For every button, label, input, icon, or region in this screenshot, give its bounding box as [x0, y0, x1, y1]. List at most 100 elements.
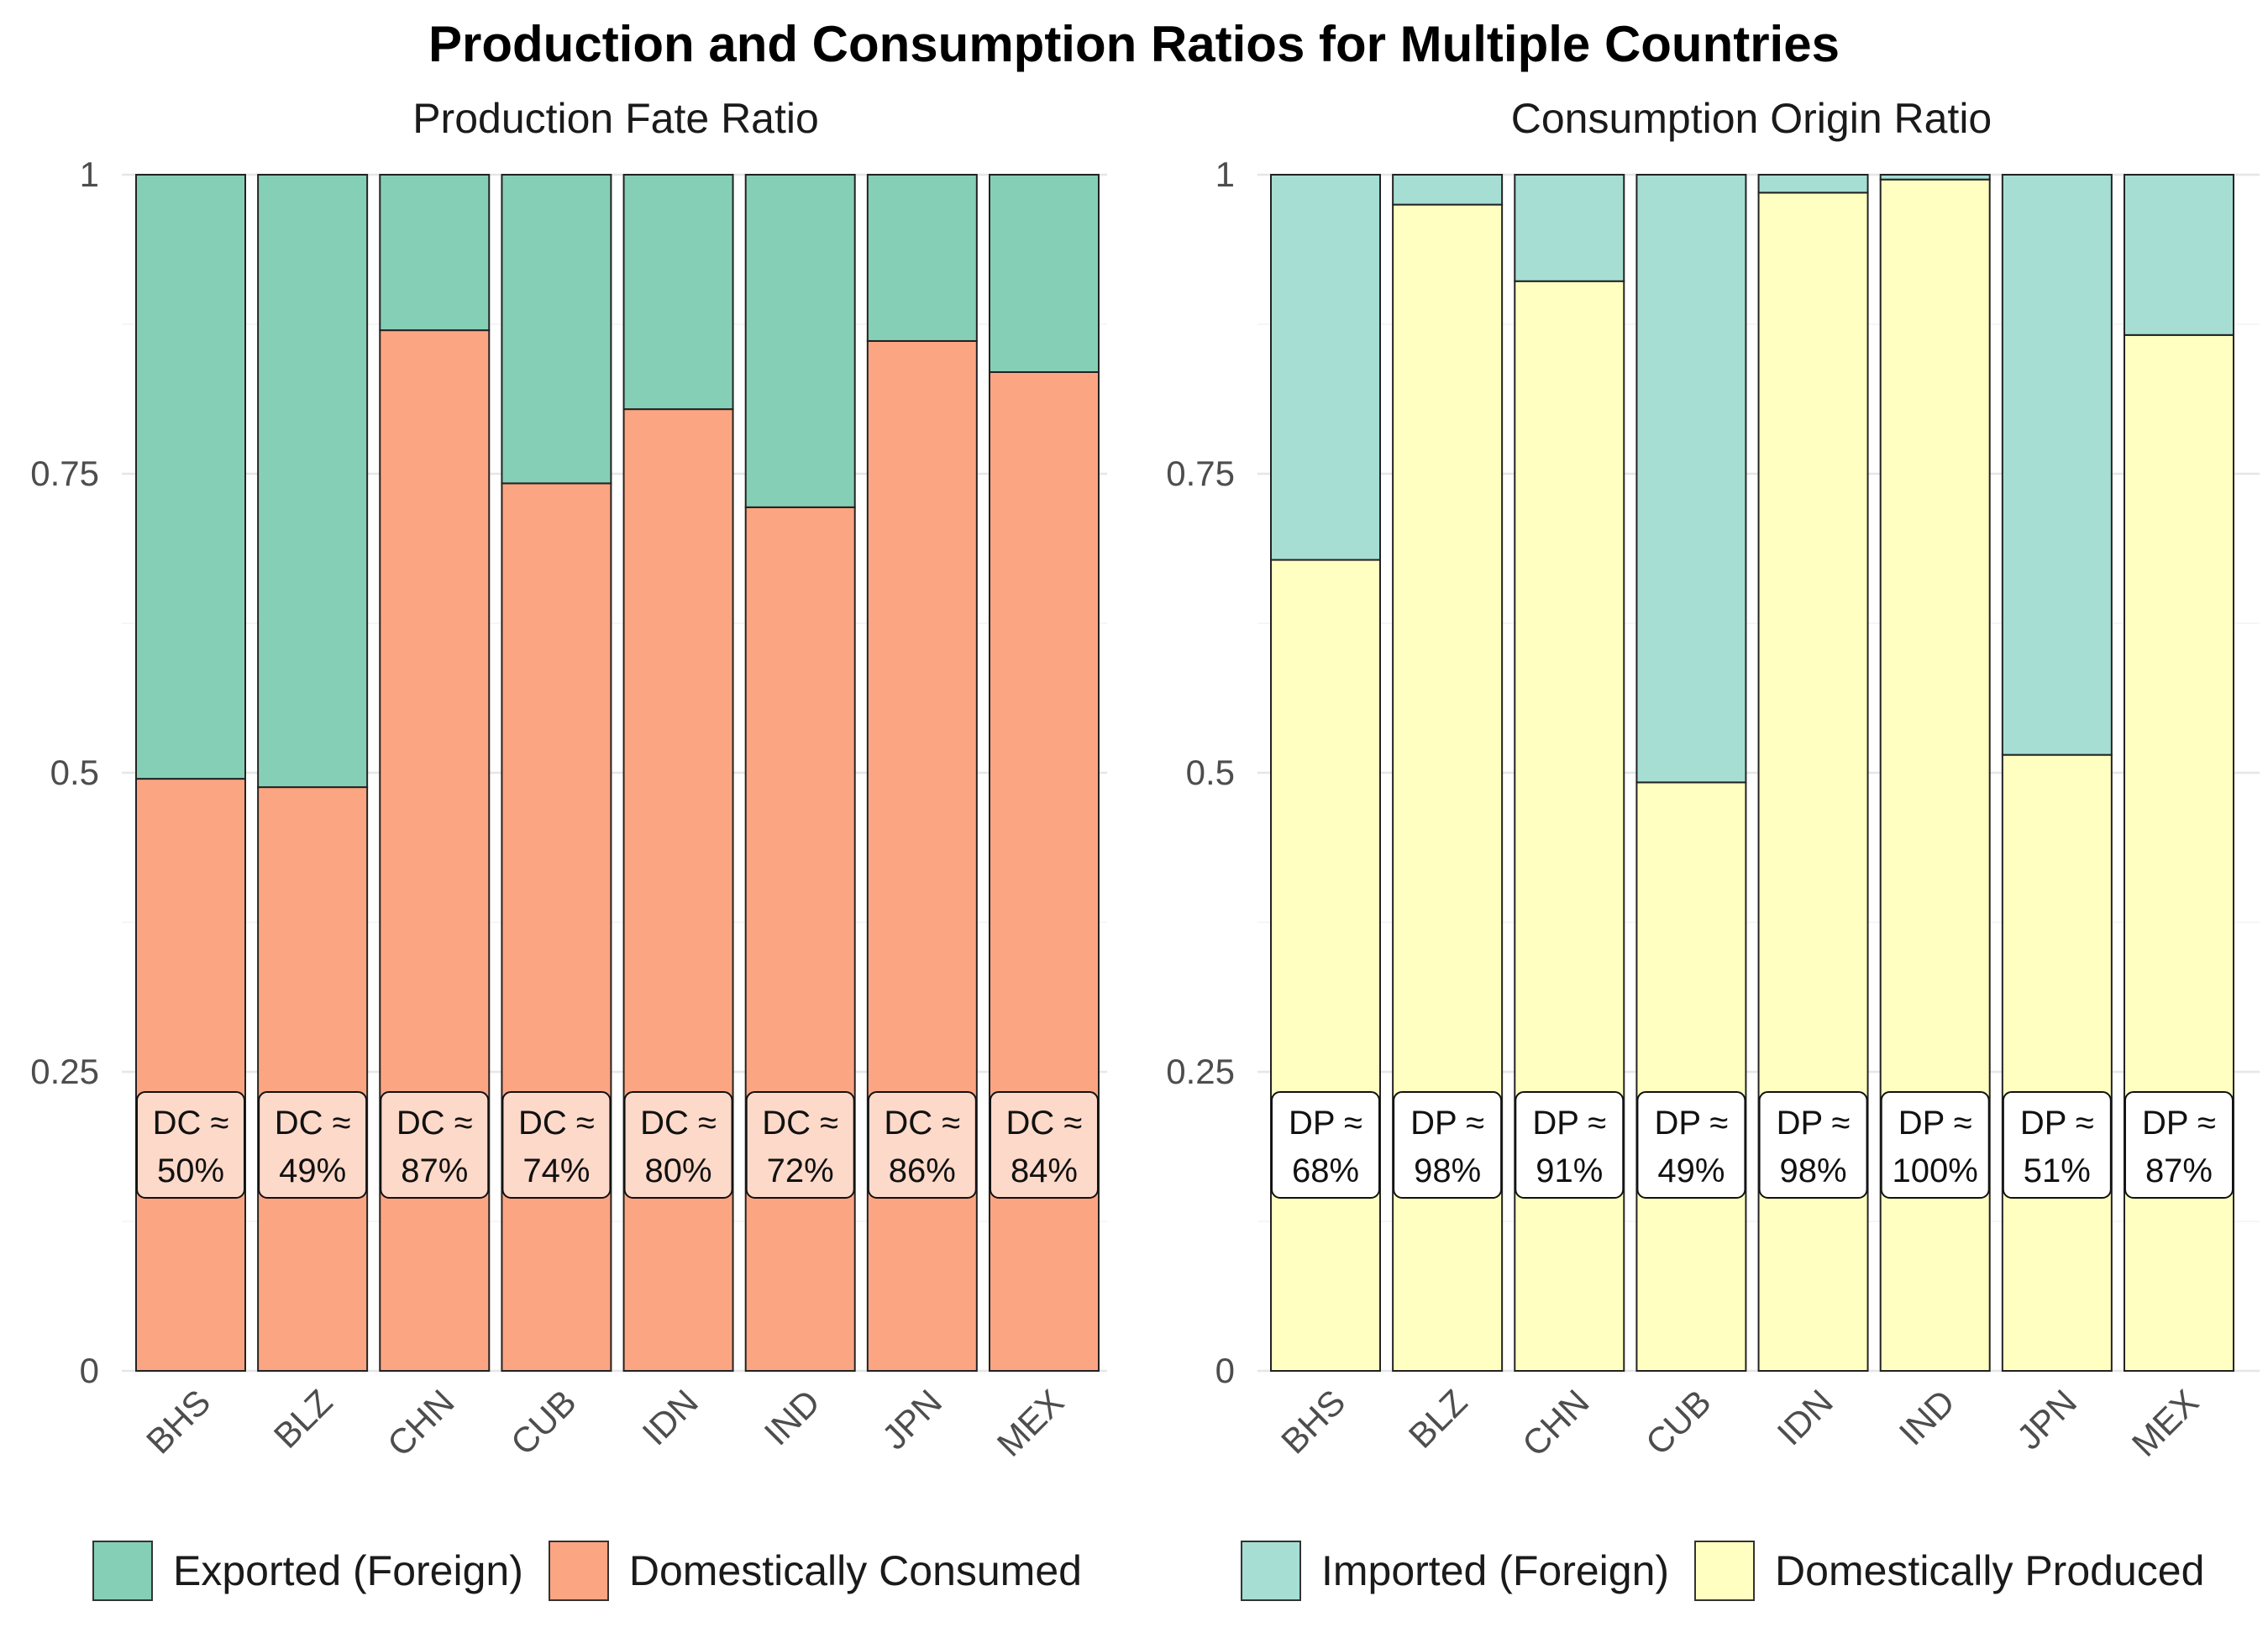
x-tick-label: CHN	[1515, 1382, 1597, 1464]
bar-imported-foreign-idn	[1757, 174, 1869, 194]
bar-exported-foreign-jpn	[866, 174, 978, 342]
data-label-value: 87%	[2145, 1152, 2213, 1189]
data-label-box	[1515, 1091, 1625, 1199]
bar-imported-foreign-mex	[2123, 174, 2234, 336]
data-label-box	[1271, 1091, 1380, 1199]
x-tick-label: IDN	[1770, 1382, 1840, 1452]
y-tick-label: 1	[80, 155, 99, 194]
data-label-value: 49%	[1657, 1152, 1725, 1189]
bar-imported-foreign-ind	[1879, 174, 1991, 181]
legend-swatch-imported	[1241, 1541, 1301, 1601]
chart-title: Production and Consumption Ratios for Mu…	[428, 16, 1840, 72]
data-label-box	[867, 1091, 977, 1199]
data-label-value: 74%	[522, 1152, 590, 1189]
data-label-box	[2002, 1091, 2112, 1199]
y-tick-label: 0.5	[1186, 753, 1235, 792]
data-label-value: 68%	[1292, 1152, 1359, 1189]
panel-consumption-origin: Consumption Origin Ratio 0 0.25 0.5 0.75 1 DP …	[1166, 95, 2260, 1464]
bar-domestically-produced-bhs	[1270, 559, 1381, 1372]
bar-domestically-consumed-chn	[379, 329, 491, 1372]
legend-production: Exported (Foreign) Domestically Consumed	[92, 1537, 1107, 1604]
y-tick-label: 1	[1215, 155, 1235, 194]
y-tick-label: 0.25	[30, 1052, 99, 1091]
data-label-prefix: DC ≈	[153, 1105, 229, 1142]
data-label-value: 80%	[645, 1152, 712, 1189]
data-label-prefix: DC ≈	[396, 1105, 473, 1142]
y-tick-label: 0.75	[1166, 454, 1235, 493]
x-tick-label: IND	[757, 1382, 827, 1452]
bar-domestically-consumed-cub	[501, 482, 612, 1373]
legend-label-domestically-consumed: Domestically Consumed	[628, 1547, 1082, 1594]
data-label-value: 87%	[401, 1152, 468, 1189]
legend-item-imported: Imported (Foreign)	[1241, 1541, 1669, 1601]
bar-exported-foreign-ind	[744, 174, 856, 508]
bar-domestically-consumed-ind	[744, 506, 856, 1373]
x-tick-label: JPN	[874, 1382, 949, 1457]
x-tick-label: CUB	[1638, 1382, 1719, 1462]
y-tick-label: 0.25	[1166, 1052, 1235, 1091]
legend-item-domestically-produced: Domestically Produced	[1694, 1541, 2204, 1601]
bar-domestically-consumed-blz	[257, 786, 369, 1372]
data-label-prefix: DP ≈	[1898, 1105, 1972, 1142]
data-label-value: 98%	[1780, 1152, 1847, 1189]
data-label-prefix: DP ≈	[1532, 1105, 1606, 1142]
y-tick-label: 0.75	[30, 454, 99, 493]
bar-domestically-consumed-jpn	[866, 339, 978, 1372]
data-label-box	[2124, 1091, 2234, 1199]
bar-domestically-consumed-idn	[622, 408, 734, 1372]
data-label-box	[1758, 1091, 1868, 1199]
bar-imported-foreign-cub	[1635, 174, 1747, 784]
data-label-box	[136, 1091, 245, 1199]
data-label-prefix: DP ≈	[1289, 1105, 1362, 1142]
y-tick-label: 0	[80, 1351, 99, 1390]
bar-exported-foreign-idn	[622, 174, 734, 411]
data-label-box	[1880, 1091, 1990, 1199]
x-tick-label: MEX	[990, 1382, 1072, 1464]
x-tick-label: BLZ	[266, 1382, 340, 1456]
x-tick-label: IND	[1892, 1382, 1962, 1452]
bar-domestically-produced-chn	[1514, 280, 1625, 1373]
data-label-prefix: DC ≈	[762, 1105, 838, 1142]
data-label-box	[501, 1091, 612, 1199]
x-tick-label: CHN	[380, 1382, 462, 1464]
bar-imported-foreign-jpn	[2001, 174, 2113, 756]
bar-domestically-consumed-bhs	[135, 778, 246, 1372]
bar-exported-foreign-bhs	[135, 174, 246, 780]
legend-swatch-exported	[92, 1541, 153, 1601]
bar-exported-foreign-chn	[379, 174, 491, 332]
legend-label-imported: Imported (Foreign)	[1321, 1547, 1670, 1594]
x-tick-label: IDN	[635, 1382, 706, 1452]
bar-imported-foreign-bhs	[1270, 174, 1381, 561]
bar-imported-foreign-chn	[1514, 174, 1625, 282]
data-label-value: 50%	[157, 1152, 224, 1189]
data-label-value: 98%	[1414, 1152, 1481, 1189]
bar-imported-foreign-blz	[1392, 174, 1504, 206]
data-label-value: 49%	[279, 1152, 346, 1189]
legend-label-exported: Exported (Foreign)	[173, 1547, 523, 1594]
data-label-prefix: DC ≈	[518, 1105, 595, 1142]
data-label-value: 86%	[889, 1152, 956, 1189]
data-label-prefix: DP ≈	[1777, 1105, 1851, 1142]
bar-exported-foreign-blz	[257, 174, 369, 789]
data-label-value: 91%	[1536, 1152, 1603, 1189]
panel-production-fate: Production Fate Ratio 0 0.25 0.5 0.75 1 DC ≈ 50…	[30, 95, 1107, 1464]
legend-item-domestically-consumed: Domestically Consumed	[548, 1541, 1082, 1601]
data-label-value: 100%	[1893, 1152, 1978, 1189]
legend-swatch-domestically-consumed	[548, 1541, 609, 1601]
data-label-prefix: DP ≈	[2020, 1105, 2094, 1142]
data-label-prefix: DC ≈	[884, 1105, 960, 1142]
data-label-value: 72%	[767, 1152, 834, 1189]
data-label-prefix: DC ≈	[640, 1105, 717, 1142]
y-tick-label: 0.5	[50, 753, 99, 792]
data-label-box	[1393, 1091, 1503, 1199]
bar-domestically-produced-jpn	[2001, 753, 2113, 1372]
data-label-box	[1636, 1091, 1746, 1199]
legend-consumption: Imported (Foreign) Domestically Produced	[1241, 1537, 2229, 1604]
panel-title: Production Fate Ratio	[412, 95, 819, 142]
x-tick-label: CUB	[503, 1382, 584, 1462]
data-label-prefix: DC ≈	[1006, 1105, 1083, 1142]
legend-label-domestically-produced: Domestically Produced	[1775, 1547, 2205, 1594]
x-tick-label: BLZ	[1401, 1382, 1475, 1456]
bar-exported-foreign-cub	[501, 174, 612, 485]
